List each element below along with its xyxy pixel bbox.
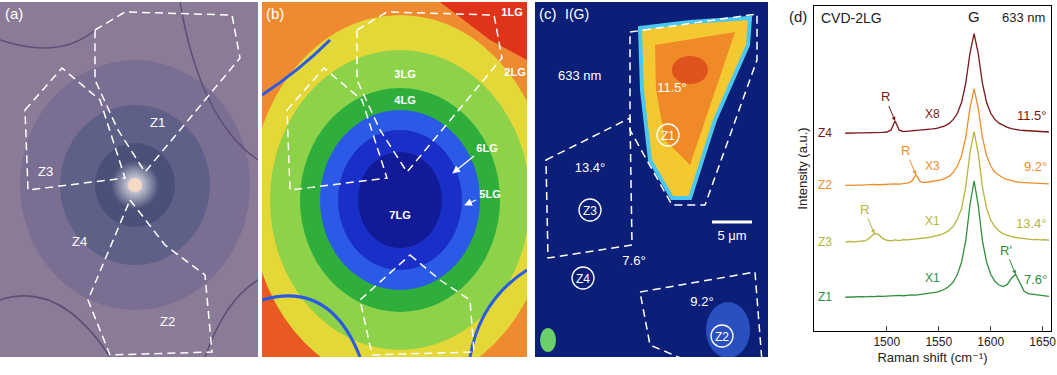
svg-text:5 μm: 5 μm (717, 228, 746, 243)
svg-text:Raman shift (cm⁻¹): Raman shift (cm⁻¹) (877, 350, 987, 365)
svg-text:7.6°: 7.6° (622, 253, 645, 268)
svg-text:9.2°: 9.2° (1024, 159, 1047, 174)
svg-text:(d): (d) (789, 8, 807, 25)
svg-text:13.4°: 13.4° (575, 160, 606, 175)
svg-text:2LG: 2LG (504, 66, 525, 78)
svg-text:7.6°: 7.6° (1024, 272, 1047, 287)
svg-text:633 nm: 633 nm (1002, 10, 1045, 25)
svg-text:Z4: Z4 (72, 234, 87, 249)
svg-text:X1: X1 (925, 271, 940, 285)
svg-text:(a): (a) (5, 5, 23, 22)
svg-text:11.5°: 11.5° (1017, 108, 1047, 123)
svg-text:X3: X3 (925, 159, 940, 173)
svg-text:11.5°: 11.5° (657, 80, 687, 95)
svg-text:CVD-2LG: CVD-2LG (821, 10, 882, 26)
svg-text:Z1: Z1 (818, 290, 832, 304)
svg-text:5LG: 5LG (479, 188, 500, 200)
svg-text:9.2°: 9.2° (690, 294, 713, 309)
svg-text:X1: X1 (925, 214, 940, 228)
svg-text:1600: 1600 (977, 335, 1004, 349)
svg-text:Z2: Z2 (160, 314, 175, 329)
svg-text:6LG: 6LG (476, 142, 497, 154)
svg-text:R: R (881, 89, 890, 104)
svg-text:R': R' (1000, 243, 1012, 258)
svg-text:G: G (968, 8, 980, 25)
svg-text:Z3: Z3 (38, 164, 53, 179)
svg-text:Z2: Z2 (818, 178, 832, 192)
svg-text:(c): (c) (539, 5, 557, 22)
svg-text:Z1: Z1 (150, 115, 165, 130)
svg-text:Z2: Z2 (715, 330, 729, 344)
svg-text:Z1: Z1 (661, 129, 675, 143)
svg-text:4LG: 4LG (394, 94, 415, 106)
svg-text:I(G): I(G) (565, 6, 589, 22)
svg-text:Z3: Z3 (583, 204, 597, 218)
svg-text:3LG: 3LG (394, 68, 415, 80)
svg-text:1500: 1500 (873, 335, 900, 349)
svg-text:Z3: Z3 (818, 235, 832, 249)
svg-text:7LG: 7LG (389, 209, 410, 221)
svg-text:13.4°: 13.4° (1016, 216, 1047, 231)
svg-text:X8: X8 (925, 107, 940, 121)
svg-text:Z4: Z4 (818, 126, 832, 140)
svg-text:(b): (b) (266, 5, 284, 22)
svg-text:1LG: 1LG (501, 6, 522, 18)
svg-text:Intensity (a.u.): Intensity (a.u.) (795, 127, 810, 209)
svg-text:1650: 1650 (1029, 335, 1056, 349)
svg-text:R: R (901, 143, 910, 158)
svg-text:633 nm: 633 nm (558, 68, 601, 83)
svg-text:1550: 1550 (925, 335, 952, 349)
svg-text:Z4: Z4 (576, 272, 590, 286)
svg-text:R: R (860, 202, 869, 217)
